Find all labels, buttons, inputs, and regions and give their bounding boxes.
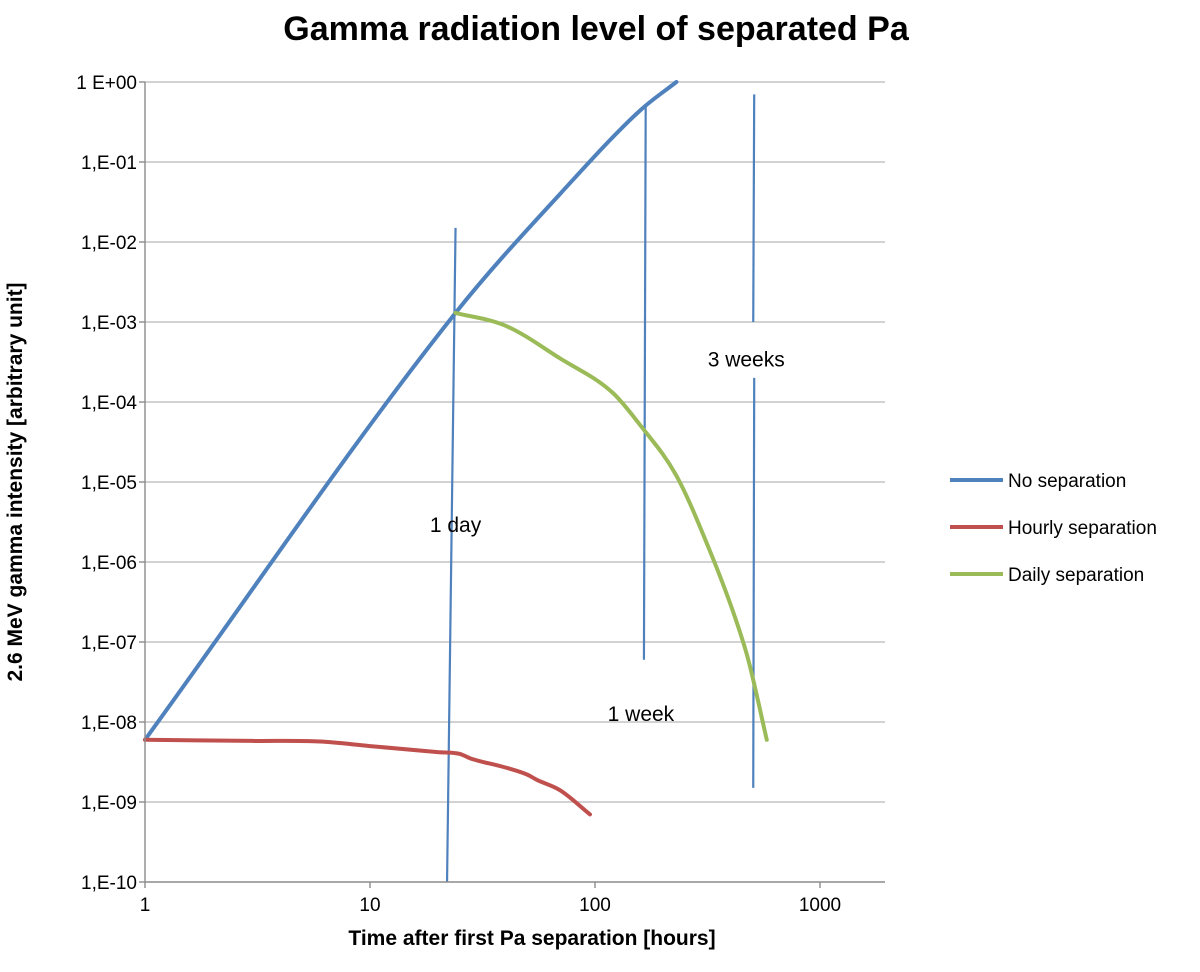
annotation-line-1-day bbox=[445, 227, 457, 883]
y-tick-label: 1,E-02 bbox=[81, 233, 137, 254]
y-tick-label: 1,E-07 bbox=[81, 633, 137, 654]
y-tick-label: 1,E-08 bbox=[81, 713, 137, 734]
annotation-lines: 1 day 1 week 3 weeks bbox=[430, 94, 785, 883]
y-tick-label: 1,E-09 bbox=[81, 793, 137, 814]
y-tick-label: 1,E-10 bbox=[81, 873, 137, 894]
annotation-label-1-week: 1 week bbox=[608, 703, 675, 726]
series-lines bbox=[143, 80, 769, 817]
annotation-line-3-weeks bbox=[752, 94, 756, 323]
x-tick-label: 100 bbox=[579, 895, 611, 916]
x-axis-label: Time after first Pa separation [hours] bbox=[348, 927, 715, 950]
y-tick-label: 1 E+00 bbox=[76, 73, 137, 94]
x-tick-label: 1000 bbox=[799, 895, 841, 916]
y-tick-label: 1,E-01 bbox=[81, 153, 137, 174]
annotation-label-1-day: 1 day bbox=[430, 514, 482, 537]
annotation-line-3-weeks bbox=[752, 377, 756, 788]
legend: No separation Hourly separation Daily sepa… bbox=[950, 471, 1157, 586]
gridlines bbox=[145, 81, 885, 803]
y-tick-label: 1,E-06 bbox=[81, 553, 137, 574]
y-tick-label: 1,E-03 bbox=[81, 313, 137, 334]
annotation-label-3-weeks: 3 weeks bbox=[708, 348, 785, 371]
legend-label-hourly-separation: Hourly separation bbox=[1008, 518, 1157, 539]
series-line-no-separation bbox=[143, 80, 679, 742]
y-tick-label: 1,E-05 bbox=[81, 473, 137, 494]
chart-title: Gamma radiation level of separated Pa bbox=[283, 10, 910, 48]
tick-labels: 1 E+00 1,E-01 1,E-02 1,E-03 1,E-04 1,E-05 1,E-… bbox=[76, 73, 841, 916]
legend-label-daily-separation: Daily separation bbox=[1008, 565, 1144, 586]
annotation-line-1-week bbox=[642, 106, 647, 660]
series-line-daily-separation bbox=[453, 310, 769, 742]
x-tick-label: 10 bbox=[359, 895, 380, 916]
series-line-hourly-separation bbox=[143, 737, 592, 817]
y-axis-label: 2.6 MeV gamma intensity [arbitrary unit] bbox=[4, 282, 27, 681]
y-tick-label: 1,E-04 bbox=[81, 393, 137, 414]
legend-label-no-separation: No separation bbox=[1008, 471, 1126, 492]
x-tick-label: 1 bbox=[140, 895, 151, 916]
